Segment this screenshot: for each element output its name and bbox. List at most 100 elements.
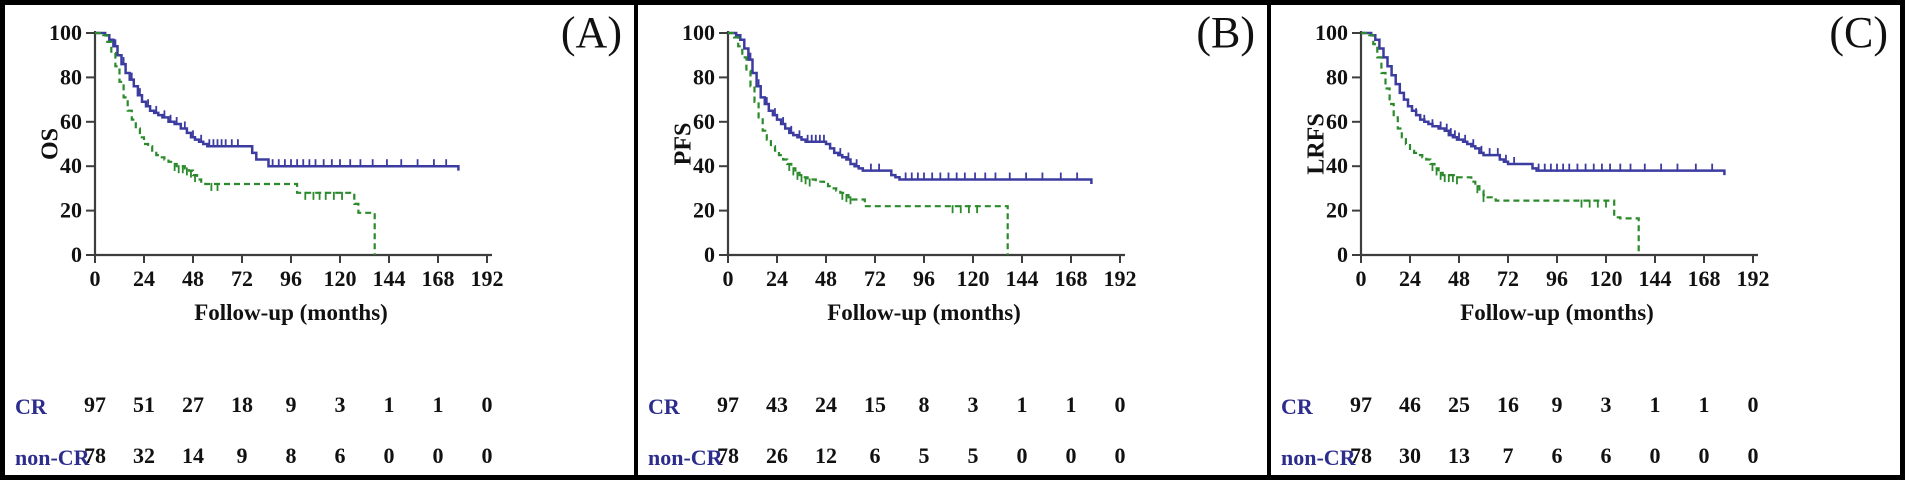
x-tick-label: 72 (864, 266, 886, 291)
risk-count: 0 (384, 443, 395, 468)
y-tick-label: 60 (693, 109, 715, 134)
x-tick-label: 0 (723, 266, 734, 291)
risk-row-label-noncr: non-CR (15, 445, 90, 470)
risk-count: 6 (335, 443, 346, 468)
x-axis-title: Follow-up (months) (1460, 300, 1654, 325)
risk-row-label-cr: CR (1281, 394, 1313, 419)
risk-count: 9 (286, 392, 297, 417)
x-tick-label: 120 (1590, 266, 1623, 291)
risk-count: 12 (815, 443, 837, 468)
y-axis-title-os: OS (37, 127, 64, 161)
y-tick-label: 40 (1326, 153, 1348, 178)
risk-count: 0 (1650, 443, 1661, 468)
risk-count: 24 (815, 392, 837, 417)
y-tick-label: 60 (1326, 109, 1348, 134)
risk-count: 0 (1017, 443, 1028, 468)
x-tick-label: 144 (1006, 266, 1039, 291)
risk-count: 97 (84, 392, 106, 417)
risk-count: 1 (433, 392, 444, 417)
x-tick-label: 96 (1546, 266, 1568, 291)
risk-count: 1 (1699, 392, 1710, 417)
risk-count: 97 (717, 392, 739, 417)
x-tick-label: 168 (422, 266, 455, 291)
risk-count: 46 (1399, 392, 1421, 417)
risk-count: 0 (1115, 443, 1126, 468)
risk-count: 25 (1448, 392, 1470, 417)
x-tick-label: 0 (1356, 266, 1367, 291)
risk-count: 8 (286, 443, 297, 468)
y-tick-label: 80 (693, 64, 715, 89)
x-tick-label: 48 (182, 266, 204, 291)
y-tick-label: 0 (704, 242, 715, 267)
noncr-curve (95, 31, 376, 255)
risk-count: 0 (1066, 443, 1077, 468)
panel-pfs: 0 20 40 60 80 100 0 24 48 72 96 120 144 168 192 97 43 24 1… (636, 3, 1269, 477)
risk-row-label-cr: CR (648, 394, 680, 419)
risk-count: 3 (335, 392, 346, 417)
risk-count: 3 (1601, 392, 1612, 417)
y-tick-label: 20 (60, 198, 82, 223)
y-axis-title-pfs: PFS (670, 122, 697, 166)
x-tick-label: 24 (133, 266, 155, 291)
y-tick-label: 100 (1315, 20, 1348, 45)
risk-count: 78 (1350, 443, 1372, 468)
risk-count: 30 (1399, 443, 1421, 468)
risk-row-label-cr: CR (15, 394, 47, 419)
risk-count: 7 (1503, 443, 1514, 468)
y-tick-label: 60 (60, 109, 82, 134)
risk-count: 13 (1448, 443, 1470, 468)
risk-row-label-noncr: non-CR (1281, 445, 1356, 470)
risk-count: 43 (766, 392, 788, 417)
x-tick-label: 72 (231, 266, 253, 291)
risk-count: 78 (84, 443, 106, 468)
risk-count: 1 (1017, 392, 1028, 417)
risk-count: 51 (133, 392, 155, 417)
x-tick-label: 192 (1104, 266, 1137, 291)
x-tick-label: 168 (1688, 266, 1721, 291)
y-tick-label: 0 (71, 242, 82, 267)
panel-letter-b: (B) (1196, 8, 1255, 57)
risk-count: 5 (968, 443, 979, 468)
panel-letter-c: (C) (1829, 8, 1888, 57)
x-tick-label: 120 (324, 266, 357, 291)
risk-count: 6 (1552, 443, 1563, 468)
noncr-curve (728, 31, 1009, 255)
x-tick-label: 24 (766, 266, 788, 291)
risk-count: 32 (133, 443, 155, 468)
panel-lrfs: 0 20 40 60 80 100 0 24 48 72 96 120 144 168 192 97 46 25 1… (1269, 3, 1902, 477)
y-tick-label: 0 (1337, 242, 1348, 267)
y-tick-label: 100 (49, 20, 82, 45)
x-tick-label: 96 (913, 266, 935, 291)
risk-count: 6 (870, 443, 881, 468)
risk-count: 14 (182, 443, 204, 468)
risk-count: 97 (1350, 392, 1372, 417)
risk-count: 9 (237, 443, 248, 468)
y-tick-label: 40 (60, 153, 82, 178)
x-tick-label: 144 (373, 266, 406, 291)
risk-count: 1 (1066, 392, 1077, 417)
x-tick-label: 0 (90, 266, 101, 291)
noncr-curve (1361, 31, 1640, 255)
risk-count: 0 (433, 443, 444, 468)
x-tick-label: 48 (1448, 266, 1470, 291)
x-axis-title: Follow-up (months) (827, 300, 1021, 325)
risk-count: 8 (919, 392, 930, 417)
x-tick-label: 192 (471, 266, 504, 291)
cr-curve (95, 31, 460, 171)
risk-count: 5 (919, 443, 930, 468)
risk-count: 0 (1699, 443, 1710, 468)
y-tick-label: 80 (1326, 64, 1348, 89)
y-tick-label: 20 (693, 198, 715, 223)
panel-os: 0 20 40 60 80 100 0 24 48 72 96 120 144 168 192 97 51 27 1… (3, 3, 636, 477)
x-tick-label: 72 (1497, 266, 1519, 291)
y-tick-label: 100 (682, 20, 715, 45)
y-tick-label: 80 (60, 64, 82, 89)
risk-count: 9 (1552, 392, 1563, 417)
risk-count: 0 (482, 392, 493, 417)
risk-count: 16 (1497, 392, 1519, 417)
risk-count: 0 (482, 443, 493, 468)
risk-count: 26 (766, 443, 788, 468)
panel-letter-a: (A) (560, 8, 622, 57)
